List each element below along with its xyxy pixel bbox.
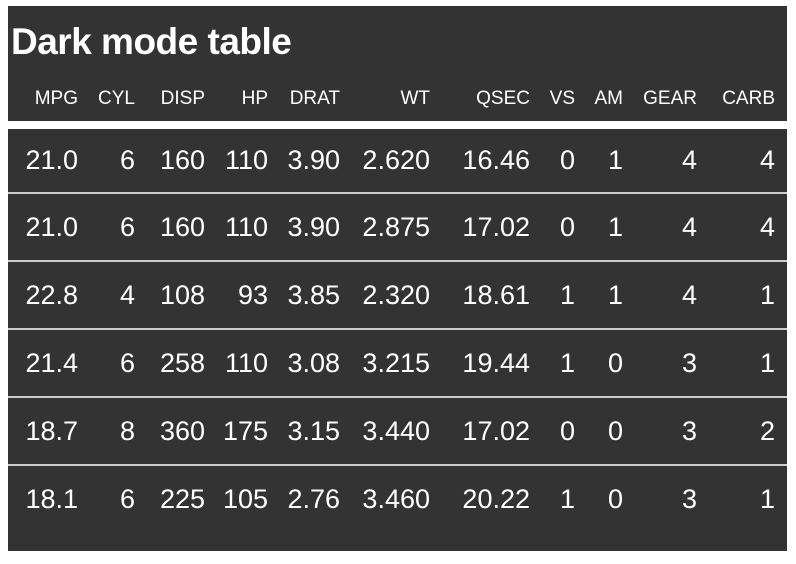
cell-drat: 3.85 bbox=[287, 279, 340, 310]
cell-gear: 3 bbox=[681, 347, 697, 378]
cell-mpg: 21.0 bbox=[25, 145, 78, 175]
column-header-cyl: CYL bbox=[98, 88, 135, 109]
cell-mpg: 18.7 bbox=[25, 415, 78, 446]
column-header-mpg: MPG bbox=[34, 88, 78, 109]
cell-am: 1 bbox=[607, 145, 623, 175]
cell-cyl: 6 bbox=[119, 211, 135, 242]
column-header-gear: GEAR bbox=[643, 88, 697, 109]
cell-hp: 105 bbox=[222, 484, 268, 514]
table-title: Dark mode table bbox=[11, 21, 292, 62]
header-row: MPG CYL DISP HP DRAT WT QSEC VS AM GEAR … bbox=[8, 77, 787, 125]
cell-vs: 1 bbox=[559, 347, 575, 378]
cell-disp: 160 bbox=[159, 211, 205, 242]
table-row: 18.1 6 225 105 2.76 3.460 20.22 1 0 3 1 bbox=[8, 465, 787, 533]
table-row: 21.0 6 160 110 3.90 2.620 16.46 0 1 4 4 bbox=[8, 125, 787, 193]
cell-am: 1 bbox=[607, 211, 623, 242]
cell-cyl: 8 bbox=[119, 415, 135, 446]
column-header-hp: HP bbox=[241, 88, 268, 109]
cell-cyl: 4 bbox=[119, 279, 135, 310]
cell-mpg: 21.0 bbox=[25, 211, 78, 242]
dark-mode-table-card: Dark mode table MPG CYL DISP HP DRAT WT … bbox=[8, 6, 787, 551]
cell-hp: 110 bbox=[224, 347, 268, 378]
cell-hp: 93 bbox=[237, 279, 268, 310]
cell-wt: 2.620 bbox=[362, 145, 430, 175]
cell-vs: 1 bbox=[559, 484, 575, 514]
column-header-vs: VS bbox=[549, 88, 575, 109]
cell-disp: 225 bbox=[159, 484, 205, 514]
cell-vs: 0 bbox=[559, 211, 575, 242]
cell-cyl: 6 bbox=[119, 145, 135, 175]
cell-drat: 2.76 bbox=[287, 484, 340, 514]
cell-qsec: 17.02 bbox=[462, 211, 530, 242]
cell-carb: 4 bbox=[759, 211, 775, 242]
table-row: 21.4 6 258 110 3.08 3.215 19.44 1 0 3 1 bbox=[8, 329, 787, 397]
cell-carb: 4 bbox=[759, 145, 775, 175]
cell-vs: 1 bbox=[559, 279, 575, 310]
cell-mpg: 18.1 bbox=[25, 484, 78, 514]
cell-gear: 4 bbox=[681, 145, 697, 175]
cell-carb: 2 bbox=[759, 415, 775, 446]
cell-mpg: 22.8 bbox=[25, 279, 78, 310]
column-header-drat: DRAT bbox=[289, 88, 340, 109]
table-row: 21.0 6 160 110 3.90 2.875 17.02 0 1 4 4 bbox=[8, 193, 787, 261]
cell-wt: 2.875 bbox=[362, 211, 430, 242]
cell-qsec: 18.61 bbox=[462, 279, 530, 310]
cell-vs: 0 bbox=[559, 415, 575, 446]
cell-am: 0 bbox=[607, 484, 623, 514]
cell-hp: 110 bbox=[224, 211, 268, 242]
cell-carb: 1 bbox=[759, 279, 775, 310]
table-row: 18.7 8 360 175 3.15 3.440 17.02 0 0 3 2 bbox=[8, 397, 787, 465]
cell-vs: 0 bbox=[559, 145, 575, 175]
cell-drat: 3.90 bbox=[287, 211, 340, 242]
cell-drat: 3.08 bbox=[287, 347, 340, 378]
cell-am: 0 bbox=[607, 347, 623, 378]
cell-qsec: 20.22 bbox=[462, 484, 530, 514]
column-header-carb: CARB bbox=[722, 88, 775, 109]
cell-am: 0 bbox=[607, 415, 623, 446]
cell-hp: 110 bbox=[224, 145, 268, 175]
column-header-am: AM bbox=[594, 88, 624, 109]
cell-qsec: 19.44 bbox=[462, 347, 530, 378]
cell-hp: 175 bbox=[222, 415, 268, 446]
cell-drat: 3.90 bbox=[287, 145, 340, 175]
column-header-disp: DISP bbox=[160, 88, 205, 109]
data-table: MPG CYL DISP HP DRAT WT QSEC VS AM GEAR … bbox=[8, 77, 787, 533]
cell-mpg: 21.4 bbox=[25, 347, 78, 378]
cell-gear: 4 bbox=[681, 211, 697, 242]
cell-gear: 3 bbox=[681, 484, 697, 514]
cell-wt: 3.440 bbox=[362, 415, 430, 446]
cell-drat: 3.15 bbox=[287, 415, 340, 446]
cell-am: 1 bbox=[607, 279, 623, 310]
cell-carb: 1 bbox=[759, 347, 775, 378]
column-header-qsec: QSEC bbox=[476, 88, 530, 109]
column-header-wt: WT bbox=[400, 88, 430, 109]
cell-wt: 2.320 bbox=[362, 279, 430, 310]
cell-carb: 1 bbox=[759, 484, 775, 514]
cell-gear: 4 bbox=[681, 279, 697, 310]
cell-disp: 360 bbox=[159, 415, 205, 446]
table-row: 22.8 4 108 93 3.85 2.320 18.61 1 1 4 1 bbox=[8, 261, 787, 329]
cell-cyl: 6 bbox=[119, 484, 135, 514]
cell-wt: 3.460 bbox=[362, 484, 430, 514]
cell-qsec: 16.46 bbox=[462, 145, 530, 175]
cell-gear: 3 bbox=[681, 415, 697, 446]
cell-disp: 160 bbox=[159, 145, 205, 175]
cell-qsec: 17.02 bbox=[462, 415, 530, 446]
cell-wt: 3.215 bbox=[362, 347, 430, 378]
cell-cyl: 6 bbox=[119, 347, 135, 378]
cell-disp: 258 bbox=[159, 347, 205, 378]
cell-disp: 108 bbox=[159, 279, 205, 310]
